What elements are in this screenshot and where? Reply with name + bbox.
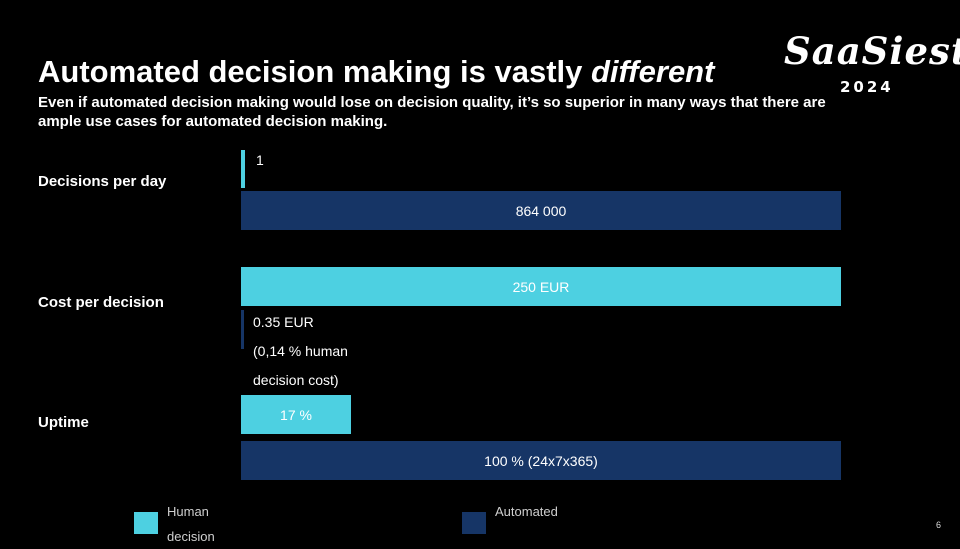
logo-script-text: SaaSiest xyxy=(784,29,960,73)
value-human-uptime: 17 % xyxy=(280,407,312,423)
logo-year: 2024 xyxy=(840,78,894,96)
page-number: 6 xyxy=(936,520,942,530)
value-automated-decisions-per-day: 864 000 xyxy=(515,203,567,219)
slide-title: Automated decision making is vastly diff… xyxy=(38,54,714,90)
slide-subtitle: Even if automated decision making would … xyxy=(38,94,826,130)
bar-automated-cost-per-decision xyxy=(241,310,244,349)
value-human-decisions-per-day: 1 xyxy=(256,152,264,168)
row-label-cost-per-decision: Cost per decision xyxy=(38,294,164,311)
legend-label-automated: Automated xyxy=(495,504,558,519)
value-automated-uptime: 100 % (24x7x365) xyxy=(484,453,598,469)
slide-title-main: Automated decision making is vastly xyxy=(38,54,591,89)
slide-title-emphasis: different xyxy=(591,54,715,89)
bar-automated-decisions-per-day: 864 000 xyxy=(241,191,841,230)
value-human-cost-per-decision: 250 EUR xyxy=(512,279,570,295)
bar-human-uptime: 17 % xyxy=(241,395,351,434)
bar-automated-uptime: 100 % (24x7x365) xyxy=(241,441,841,480)
legend-label-human: Human decision xyxy=(167,504,215,544)
legend-swatch-automated xyxy=(462,512,486,534)
row-label-uptime: Uptime xyxy=(38,414,89,431)
value-automated-cost-per-decision: 0.35 EUR (0,14 % human decision cost) xyxy=(253,314,348,388)
bar-human-decisions-per-day xyxy=(241,150,245,188)
row-label-decisions-per-day: Decisions per day xyxy=(38,173,167,190)
bar-human-cost-per-decision: 250 EUR xyxy=(241,267,841,306)
legend-swatch-human xyxy=(134,512,158,534)
saasiest-logo: SaaSiest 2024 xyxy=(784,29,960,100)
